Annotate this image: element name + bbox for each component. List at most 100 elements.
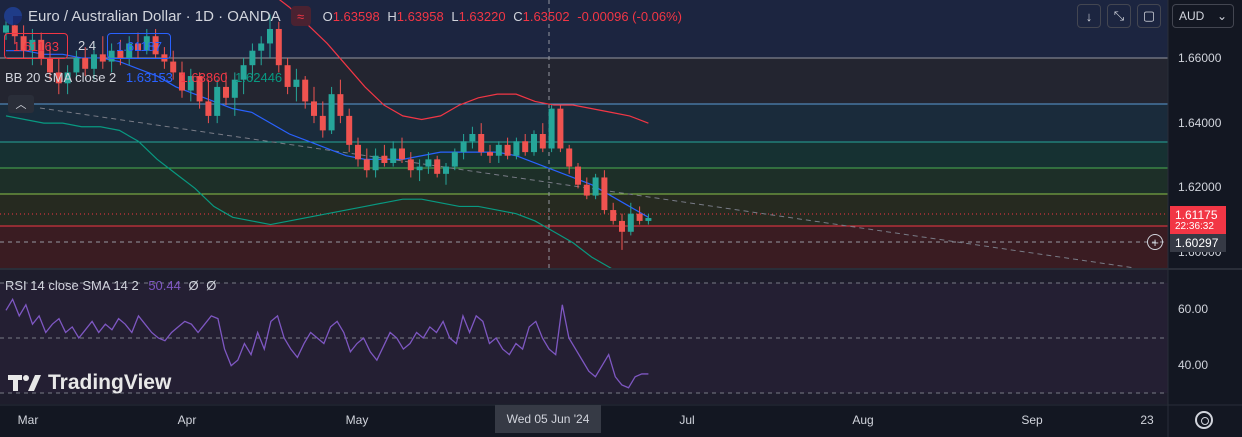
candle bbox=[363, 159, 370, 171]
rsi-tick: 40.00 bbox=[1178, 358, 1209, 372]
price-tick: 1.66000 bbox=[1178, 51, 1222, 65]
bb-legend[interactable]: BB 20 SMA close 2 1.63153 1.63860 1.6244… bbox=[5, 70, 283, 85]
candle bbox=[451, 152, 458, 167]
candle bbox=[407, 159, 414, 171]
candle bbox=[179, 72, 185, 91]
candle bbox=[258, 43, 265, 51]
candle bbox=[328, 94, 335, 131]
candle bbox=[302, 79, 309, 102]
candle bbox=[73, 57, 80, 73]
candle bbox=[47, 57, 53, 73]
tradingview-logo-icon bbox=[8, 375, 41, 391]
rsi-legend[interactable]: RSI 14 close SMA 14 2 50.44 Ø Ø bbox=[5, 278, 217, 293]
candle bbox=[126, 43, 133, 58]
candle bbox=[267, 28, 273, 44]
candle bbox=[557, 108, 564, 149]
candle bbox=[469, 134, 476, 142]
symbol-flag-icon bbox=[4, 7, 22, 25]
zone-band bbox=[0, 142, 1168, 168]
time-label: Jul bbox=[679, 413, 695, 427]
candle bbox=[548, 108, 555, 149]
buy-button[interactable]: 1.61187 bbox=[107, 33, 171, 59]
wave-icon[interactable]: ≈ bbox=[290, 6, 311, 26]
candle bbox=[434, 159, 441, 174]
candle bbox=[645, 218, 652, 221]
candle bbox=[399, 148, 405, 160]
candle bbox=[504, 144, 511, 156]
candle bbox=[478, 134, 485, 153]
symbol-title[interactable]: Euro / Australian Dollar · 1D · OANDA bbox=[28, 7, 281, 25]
sell-button[interactable]: 1.61163 bbox=[4, 33, 68, 59]
candle bbox=[99, 54, 106, 62]
zone-band bbox=[0, 226, 1168, 268]
candle bbox=[337, 94, 344, 116]
currency-label: AUD bbox=[1179, 9, 1205, 23]
candle bbox=[223, 86, 229, 98]
candle bbox=[38, 39, 45, 58]
tradingview-logo: TradingView bbox=[8, 371, 171, 395]
candle bbox=[284, 65, 291, 87]
zone-band bbox=[0, 0, 1168, 58]
candle bbox=[108, 50, 115, 62]
time-label: 23 bbox=[1140, 413, 1154, 427]
candle bbox=[487, 152, 493, 156]
time-label: Sep bbox=[1021, 413, 1043, 427]
candle bbox=[619, 220, 625, 232]
candle bbox=[460, 141, 467, 153]
candle bbox=[231, 79, 238, 98]
add-plus-icon[interactable]: + bbox=[1147, 234, 1163, 250]
rsi-line bbox=[5, 297, 649, 389]
candle bbox=[170, 61, 177, 73]
candle bbox=[539, 134, 546, 149]
time-label: May bbox=[345, 413, 369, 427]
candle bbox=[416, 166, 423, 171]
candle bbox=[372, 155, 379, 171]
candle bbox=[575, 166, 581, 185]
candle bbox=[495, 144, 502, 156]
candle bbox=[601, 177, 608, 211]
candle bbox=[583, 184, 590, 196]
candle bbox=[240, 65, 247, 80]
fullscreen-icon[interactable]: ⤡ bbox=[1107, 4, 1131, 28]
collapse-legend-button[interactable]: ︿ bbox=[8, 95, 34, 113]
currency-select[interactable]: AUD ⌄ bbox=[1172, 4, 1234, 28]
bar-countdown: 22:36:32 bbox=[1175, 221, 1214, 232]
bb-upper-line bbox=[278, 0, 649, 124]
candle bbox=[152, 36, 159, 55]
candle bbox=[143, 36, 150, 51]
candle bbox=[214, 86, 221, 116]
download-icon[interactable]: ↓ bbox=[1077, 4, 1101, 28]
time-label: Mar bbox=[17, 413, 39, 427]
time-label: Aug bbox=[852, 413, 874, 427]
candle bbox=[3, 25, 9, 33]
candle bbox=[135, 43, 141, 51]
spread-value: 2.4 bbox=[77, 37, 97, 53]
candle bbox=[627, 213, 634, 232]
crosshair-price-tag: 1.60297 bbox=[1170, 234, 1226, 252]
candle bbox=[425, 159, 432, 167]
candle bbox=[346, 115, 353, 145]
ohlc-values: O1.63598 H1.63958 L1.63220 C1.63502 -0.0… bbox=[322, 8, 683, 24]
zone-band bbox=[0, 104, 1168, 142]
candle bbox=[390, 148, 397, 163]
candle bbox=[381, 155, 388, 163]
candle bbox=[196, 76, 203, 102]
chart-header: Euro / Australian Dollar · 1D · OANDA ≈ … bbox=[4, 5, 686, 27]
tradingview-wordmark: TradingView bbox=[48, 371, 172, 394]
candle bbox=[275, 28, 282, 66]
chevron-down-icon: ⌄ bbox=[1216, 9, 1227, 23]
snapshot-icon[interactable]: ▢ bbox=[1137, 4, 1161, 28]
candle bbox=[531, 134, 537, 153]
candle bbox=[522, 141, 529, 153]
bb-lower-line bbox=[5, 115, 649, 291]
candle bbox=[249, 50, 256, 66]
gear-icon[interactable] bbox=[1195, 411, 1213, 429]
price-tick: 1.62000 bbox=[1178, 180, 1222, 194]
candle bbox=[187, 76, 194, 91]
candle bbox=[319, 115, 326, 131]
candle bbox=[11, 25, 18, 37]
candle bbox=[205, 101, 212, 116]
candle bbox=[610, 210, 617, 221]
candle bbox=[91, 54, 97, 69]
